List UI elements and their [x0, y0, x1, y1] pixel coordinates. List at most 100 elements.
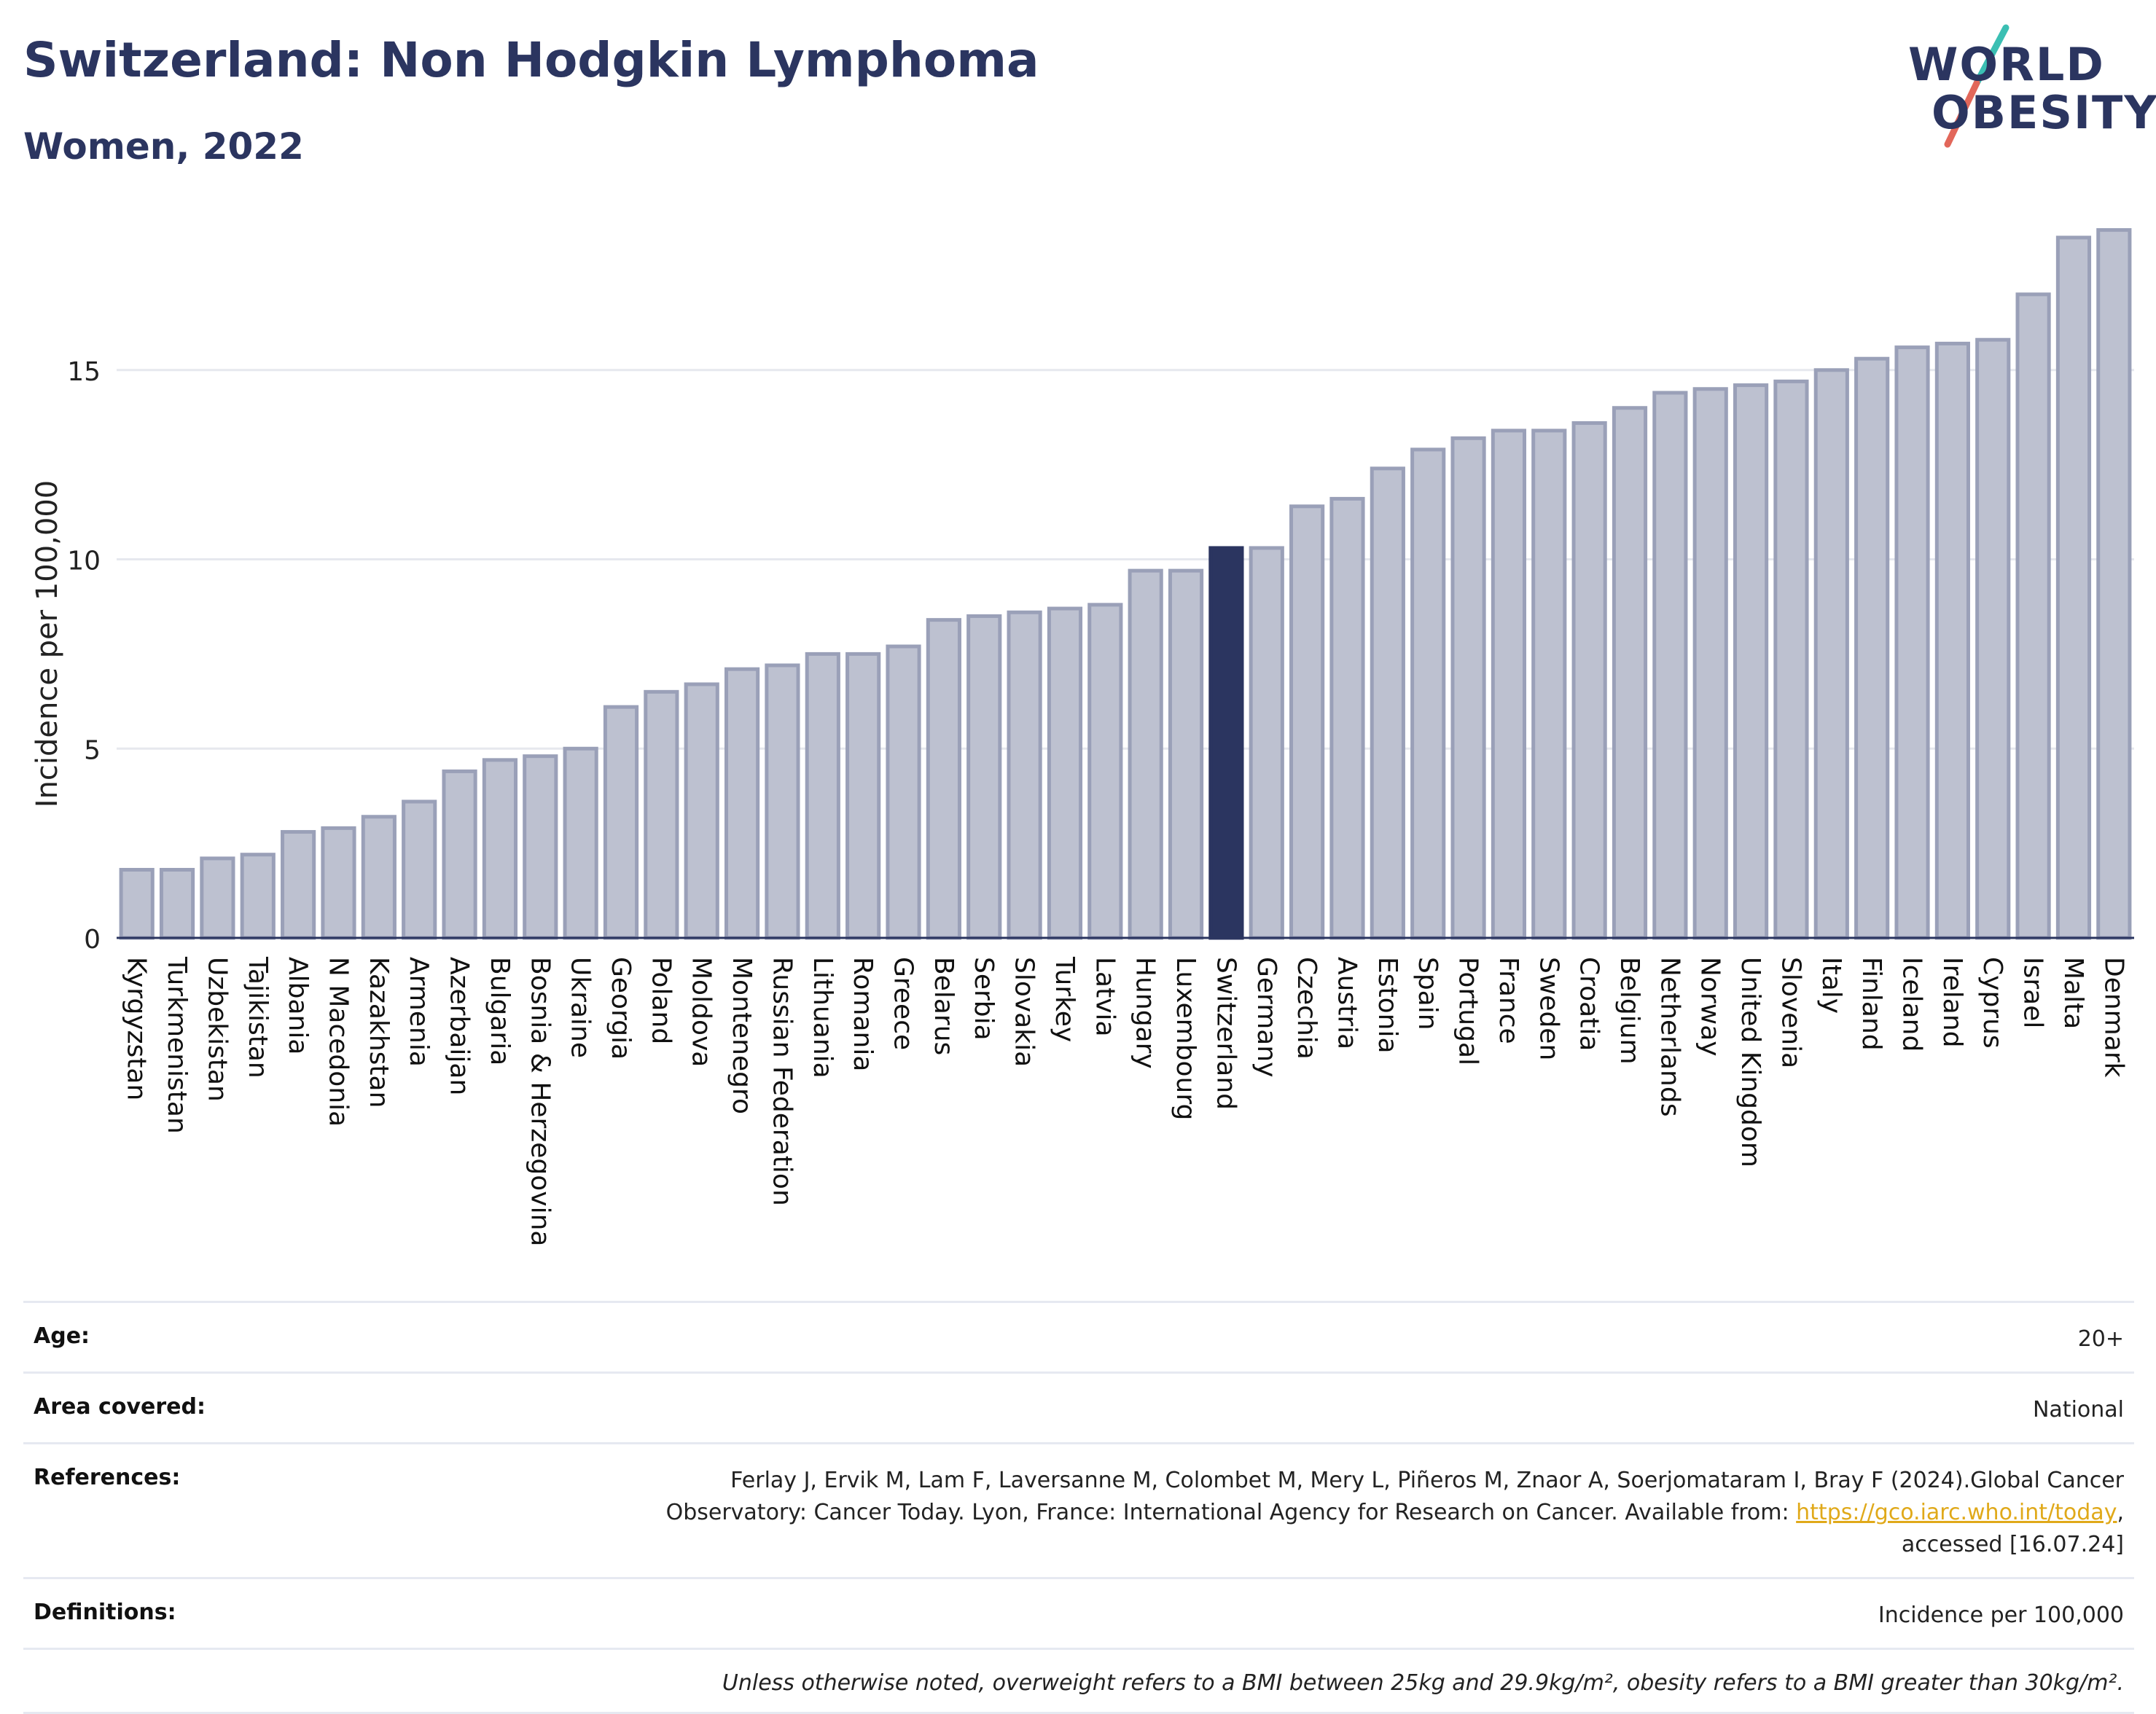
bar [361, 815, 397, 940]
x-tick-label: Finland [1856, 957, 1886, 1051]
x-tick-label: Ukraine [566, 957, 595, 1058]
bar [482, 758, 518, 940]
bar-chart: 0 5 10 15 Kyrgyzstan Turkmenistan Uzbekistan T… [31, 228, 2134, 1246]
x-tick-label: Kazakhstan [364, 957, 394, 1108]
x-tick-label: Italy [1816, 957, 1846, 1014]
bar [119, 867, 155, 940]
x-tick-label: Lithuania [808, 957, 837, 1079]
x-tick-label: Estonia [1372, 957, 1402, 1054]
age-label: Age: [34, 1323, 90, 1349]
x-tick-label: Bulgaria [485, 957, 515, 1065]
bar [1733, 383, 1769, 940]
x-tick-label: Montenegro [727, 957, 757, 1114]
definitions-label: Definitions: [34, 1600, 176, 1625]
x-tick-label: Russian Federation [767, 957, 797, 1206]
x-tick-label: Cyprus [1977, 957, 2007, 1049]
references-text-line2: Observatory: Cancer Today. Lyon, France:… [665, 1500, 1797, 1525]
bar [2015, 292, 2051, 940]
x-tick-label: Turkmenistan [162, 956, 192, 1134]
area-value: National [2032, 1397, 2124, 1423]
x-tick-label: Netherlands [1655, 957, 1684, 1116]
y-tick-label: 10 [67, 547, 101, 576]
bar [886, 644, 921, 940]
y-tick-label: 0 [84, 925, 101, 955]
bar [1491, 428, 1527, 940]
bar [644, 689, 679, 940]
info-row-age: Age: 20+ [23, 1301, 2134, 1371]
x-tick-label: United Kingdom [1735, 957, 1765, 1167]
x-tick-label: Azerbaijan [445, 957, 474, 1095]
x-tick-label: Sweden [1534, 957, 1563, 1060]
bar [765, 663, 800, 940]
x-tick-label: Iceland [1897, 957, 1927, 1052]
info-table: Age: 20+ Area covered: National Referenc… [23, 1301, 2134, 1714]
references-value: Ferlay J, Ervik M, Lam F, Laversanne M, … [665, 1468, 2124, 1557]
bar [1047, 606, 1083, 940]
y-tick-label: 15 [67, 357, 101, 387]
bar [523, 754, 558, 940]
bar [200, 856, 235, 940]
bar [1813, 368, 1849, 940]
bar [1007, 610, 1042, 940]
bar [1612, 406, 1648, 940]
info-row-area: Area covered: National [23, 1371, 2134, 1442]
bar [1128, 568, 1163, 940]
x-tick-label: Norway [1695, 957, 1725, 1057]
x-tick-label: Poland [646, 957, 676, 1044]
x-tick-label: Slovenia [1776, 957, 1805, 1068]
bar [1934, 341, 1970, 940]
x-tick-label: Switzerland [1211, 957, 1241, 1110]
references-link[interactable]: https://gco.iarc.who.int/today [1796, 1500, 2117, 1525]
x-tick-label: Uzbekistan [202, 957, 232, 1102]
x-tick-label: Austria [1332, 957, 1362, 1049]
x-tick-label: Ireland [1937, 957, 1967, 1048]
x-tick-label: Tajikistan [243, 956, 273, 1079]
references-label: References: [34, 1465, 181, 1490]
bar [1854, 356, 1890, 940]
bar [1329, 496, 1365, 940]
definitions-value: Incidence per 100,000 [1878, 1603, 2124, 1628]
x-tick-label: Moldova [687, 957, 716, 1067]
bar [603, 705, 639, 940]
bar [805, 651, 840, 940]
info-row-definitions: Definitions: Incidence per 100,000 [23, 1577, 2134, 1648]
x-tick-label: Bosnia & Herzegovina [525, 957, 555, 1246]
chart-title: Switzerland: Non Hodgkin Lymphoma [23, 32, 1039, 88]
bar [1410, 447, 1446, 940]
references-text-line1: Ferlay J, Ervik M, Lam F, Laversanne M, … [730, 1468, 2124, 1493]
bar [402, 799, 437, 940]
logo-slash-icon [1944, 24, 2009, 148]
bar [442, 769, 477, 940]
x-tick-label: Turkey [1050, 956, 1079, 1042]
bar [1168, 568, 1204, 940]
bar [1975, 337, 2011, 940]
bar [1249, 546, 1284, 940]
bar [1450, 436, 1486, 940]
logo-text-obesity: OBESITY [1932, 86, 2156, 139]
bar [966, 614, 1002, 940]
logo-text-world: WORLD [1908, 38, 2105, 91]
bar [724, 667, 760, 940]
x-tick-label: Spain [1413, 957, 1442, 1030]
x-tick-label: France [1493, 957, 1523, 1044]
bar [845, 651, 881, 940]
bar [2055, 235, 2092, 940]
bar [1531, 428, 1567, 940]
bar [1773, 379, 1809, 940]
chart-subtitle: Women, 2022 [23, 125, 304, 168]
bar [1370, 466, 1405, 940]
bar [926, 618, 961, 940]
bar [2096, 228, 2132, 940]
x-tick-label: Slovakia [1009, 957, 1039, 1067]
x-tick-label: Malta [2058, 957, 2088, 1029]
world-obesity-logo: WORLD OBESITY [1895, 22, 2156, 153]
y-axis-label: Incidence per 100,000 [31, 480, 64, 808]
bar [1652, 391, 1688, 940]
info-row-references: References: Ferlay J, Ervik M, Lam F, La… [23, 1442, 2134, 1577]
x-tick-label: Kyrgyzstan [122, 957, 152, 1100]
x-tick-label: Croatia [1574, 957, 1604, 1051]
y-tick-label: 5 [84, 735, 101, 765]
x-tick-label: Romania [848, 957, 878, 1071]
y-axis-ticks: 0 5 10 15 [67, 357, 101, 955]
bar [159, 867, 195, 940]
